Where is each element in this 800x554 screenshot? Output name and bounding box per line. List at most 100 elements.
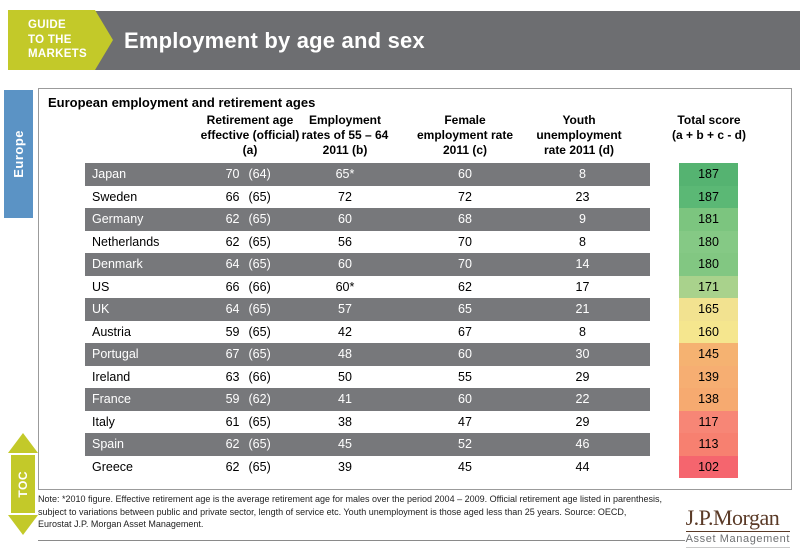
country-cell: US <box>92 279 110 294</box>
toc-down-arrow-icon[interactable] <box>8 515 38 535</box>
youth-unemployment-cell: 8 <box>579 167 586 182</box>
retirement-age-cell: 67 (65) <box>215 347 285 361</box>
total-score-cell: 117 <box>679 410 738 433</box>
total-score-cell: 180 <box>679 253 738 276</box>
toc-up-arrow-icon[interactable] <box>8 433 38 453</box>
youth-unemployment-cell: 46 <box>575 437 590 452</box>
youth-unemployment-cell: 8 <box>579 234 586 249</box>
retirement-official-value: (65) <box>248 437 271 452</box>
retirement-effective-value: 66 <box>225 279 240 294</box>
retirement-effective-value: 59 <box>225 392 240 407</box>
source-note: Note: *2010 figure. Effective retirement… <box>38 493 662 531</box>
employment-55-64-cell: 38 <box>338 414 352 429</box>
table-row-stripe: Denmark 64 (65) 60 70 14 <box>85 253 650 276</box>
column-header-female-employment: Female employment rate 2011 (c) <box>416 113 514 157</box>
row-gap <box>650 208 679 231</box>
table-row-stripe: Germany 62 (65) 60 68 9 <box>85 208 650 231</box>
source-note-line: Note: *2010 figure. Effective retirement… <box>38 494 663 504</box>
section-tab-label: Europe <box>11 130 26 178</box>
youth-unemployment-cell: 9 <box>579 212 586 227</box>
total-score-cell: 113 <box>679 433 738 456</box>
retirement-official-value: (62) <box>248 392 271 407</box>
badge-arrow-icon <box>95 10 113 70</box>
retirement-age-cell: 62 (65) <box>215 460 285 474</box>
country-cell: Spain <box>92 437 124 452</box>
row-gap <box>650 433 679 456</box>
table-row: Japan 70 (64) 65* 60 8 187 <box>85 163 738 186</box>
retirement-age-cell: 62 (65) <box>215 437 285 451</box>
table-row-stripe: Greece 62 (65) 39 45 44 <box>85 456 650 479</box>
retirement-official-value: (65) <box>248 257 271 272</box>
youth-unemployment-cell: 22 <box>575 392 590 407</box>
table-row-stripe: Japan 70 (64) 65* 60 8 <box>85 163 650 186</box>
row-gap <box>650 388 679 411</box>
retirement-official-value: (65) <box>248 414 271 429</box>
footer-divider <box>38 540 685 541</box>
retirement-age-cell: 64 (65) <box>215 302 285 316</box>
retirement-age-cell: 62 (65) <box>215 212 285 226</box>
retirement-age-cell: 66 (65) <box>215 190 285 204</box>
table-row-stripe: Italy 61 (65) 38 47 29 <box>85 411 650 434</box>
female-employment-cell: 47 <box>458 414 472 429</box>
retirement-age-cell: 70 (64) <box>215 167 285 181</box>
row-gap <box>650 253 679 276</box>
total-score-cell: 187 <box>679 163 738 186</box>
retirement-official-value: (65) <box>248 302 271 317</box>
country-cell: Italy <box>92 414 115 429</box>
total-score-cell: 139 <box>679 365 738 388</box>
retirement-effective-value: 62 <box>225 459 240 474</box>
table-row-stripe: US 66 (66) 60* 62 17 <box>85 276 650 299</box>
employment-55-64-cell: 60 <box>338 257 352 272</box>
retirement-effective-value: 59 <box>225 324 240 339</box>
row-gap <box>650 321 679 344</box>
retirement-effective-value: 70 <box>225 167 240 182</box>
column-header-total-score: Total score (a + b + c - d) <box>671 113 747 142</box>
female-employment-cell: 62 <box>458 279 472 294</box>
retirement-age-cell: 61 (65) <box>215 415 285 429</box>
total-score-cell: 145 <box>679 343 738 366</box>
retirement-effective-value: 63 <box>225 369 240 384</box>
employment-55-64-cell: 42 <box>338 324 352 339</box>
column-header-employment-55-64: Employment rates of 55 – 64 2011 (b) <box>301 113 389 157</box>
table-row: France 59 (62) 41 60 22 138 <box>85 388 738 411</box>
female-employment-cell: 70 <box>458 234 472 249</box>
retirement-effective-value: 62 <box>225 212 240 227</box>
employment-55-64-cell: 48 <box>338 347 352 362</box>
female-employment-cell: 52 <box>458 437 472 452</box>
retirement-age-cell: 66 (66) <box>215 280 285 294</box>
page-title: Employment by age and sex <box>124 27 425 53</box>
youth-unemployment-cell: 8 <box>579 324 586 339</box>
retirement-effective-value: 61 <box>225 414 240 429</box>
retirement-effective-value: 66 <box>225 189 240 204</box>
row-gap <box>650 163 679 186</box>
toc-label: TOC <box>16 470 30 498</box>
retirement-official-value: (65) <box>248 234 271 249</box>
retirement-age-cell: 59 (65) <box>215 325 285 339</box>
employment-55-64-cell: 39 <box>338 459 352 474</box>
retirement-effective-value: 62 <box>225 437 240 452</box>
country-cell: Greece <box>92 459 133 474</box>
column-header-youth-unemployment: Youth unemployment rate 2011 (d) <box>536 113 622 157</box>
row-gap <box>650 411 679 434</box>
employment-55-64-cell: 57 <box>338 302 352 317</box>
toc-button[interactable]: TOC <box>11 455 35 513</box>
table-row-stripe: Spain 62 (65) 45 52 46 <box>85 433 650 456</box>
female-employment-cell: 72 <box>458 189 472 204</box>
table-row: Ireland 63 (66) 50 55 29 139 <box>85 365 738 388</box>
column-header-retirement-age: Retirement age effective (official) (a) <box>200 113 300 157</box>
retirement-official-value: (66) <box>248 279 271 294</box>
total-score-cell: 181 <box>679 208 738 231</box>
table-row: Denmark 64 (65) 60 70 14 180 <box>85 253 738 276</box>
female-employment-cell: 67 <box>458 324 472 339</box>
retirement-official-value: (66) <box>248 369 271 384</box>
youth-unemployment-cell: 23 <box>575 189 590 204</box>
guide-to-the-markets-logo: GUIDE TO THE MARKETS <box>8 10 95 70</box>
source-note-line: subject to variations between public and… <box>38 506 627 517</box>
table-rows: Japan 70 (64) 65* 60 8 187 Sweden 66 (65) 72 72 23 18… <box>85 163 738 478</box>
section-tab-europe[interactable]: Europe <box>4 90 33 218</box>
female-employment-cell: 70 <box>458 257 472 272</box>
table-row: Italy 61 (65) 38 47 29 117 <box>85 410 738 434</box>
retirement-official-value: (65) <box>248 189 271 204</box>
retirement-age-cell: 64 (65) <box>215 257 285 271</box>
country-cell: UK <box>92 302 110 317</box>
